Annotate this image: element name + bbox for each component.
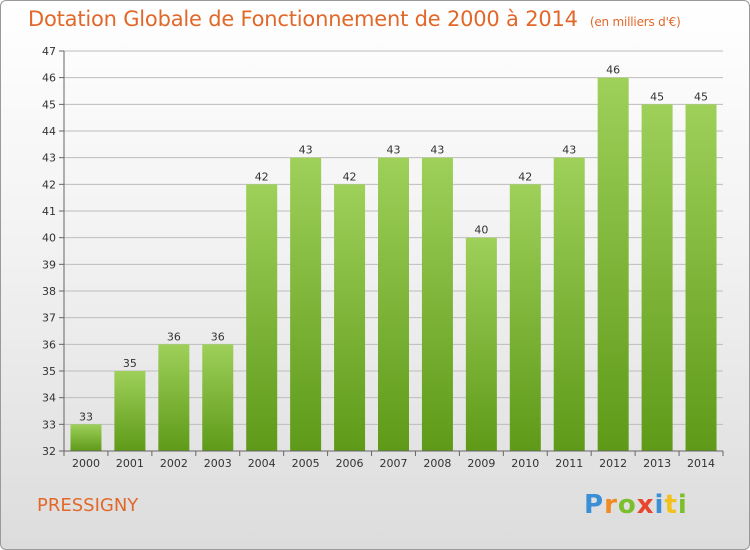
logo-letter: r bbox=[604, 490, 618, 520]
data-label: 42 bbox=[255, 170, 269, 183]
data-label: 42 bbox=[518, 170, 532, 183]
x-tick-label: 2009 bbox=[467, 457, 495, 470]
bar bbox=[114, 371, 146, 451]
bar bbox=[509, 184, 541, 452]
x-tick-label: 2005 bbox=[292, 457, 320, 470]
x-tick-label: 2014 bbox=[687, 457, 715, 470]
logo-letter: t bbox=[664, 490, 678, 520]
bar bbox=[465, 237, 497, 451]
y-tick-label: 44 bbox=[42, 125, 56, 138]
x-tick-label: 2002 bbox=[160, 457, 188, 470]
x-tick-label: 2013 bbox=[643, 457, 671, 470]
data-label: 45 bbox=[650, 90, 664, 103]
data-label: 35 bbox=[123, 357, 137, 370]
logo-letter: o bbox=[617, 490, 637, 520]
bar bbox=[553, 157, 585, 451]
x-axis: 2000 2001 2002 2003 2004 2005 2006 2007 2008 2009… bbox=[63, 450, 724, 470]
y-tick-label: 37 bbox=[42, 312, 56, 325]
data-label: 43 bbox=[430, 144, 444, 157]
bar bbox=[246, 184, 278, 452]
y-tick-label: 41 bbox=[42, 205, 56, 218]
bar bbox=[421, 157, 453, 451]
logo-letter: x bbox=[636, 490, 655, 520]
proxiti-logo[interactable]: Proxiti bbox=[584, 490, 688, 520]
data-label: 43 bbox=[562, 144, 576, 157]
x-tick-label: 2011 bbox=[555, 457, 583, 470]
x-tick-label: 2006 bbox=[336, 457, 364, 470]
data-label: 40 bbox=[474, 224, 488, 237]
y-tick-label: 45 bbox=[42, 98, 56, 111]
bar bbox=[685, 104, 717, 451]
y-tick-label: 33 bbox=[42, 418, 56, 431]
data-label: 36 bbox=[211, 330, 225, 343]
data-label: 42 bbox=[343, 170, 357, 183]
x-tick-label: 2012 bbox=[599, 457, 627, 470]
y-tick-label: 36 bbox=[42, 338, 56, 351]
bar bbox=[158, 344, 190, 451]
chart-title: Dotation Globale de Fonctionnement de 20… bbox=[28, 7, 681, 31]
x-tick-label: 2001 bbox=[116, 457, 144, 470]
bar bbox=[202, 344, 234, 451]
data-label: 46 bbox=[606, 64, 620, 77]
y-tick-label: 47 bbox=[42, 45, 56, 58]
x-tick-label: 2003 bbox=[204, 457, 232, 470]
logo-letter: i bbox=[654, 490, 665, 520]
y-tick-label: 43 bbox=[42, 152, 56, 165]
x-tick-label: 2010 bbox=[511, 457, 539, 470]
y-tick-label: 39 bbox=[42, 258, 56, 271]
chart-unit: (en milliers d'€) bbox=[589, 15, 681, 29]
data-label: 45 bbox=[694, 90, 708, 103]
y-tick-label: 40 bbox=[42, 232, 56, 245]
y-tick-label: 35 bbox=[42, 365, 56, 378]
y-tick-label: 46 bbox=[42, 72, 56, 85]
commune-name: PRESSIGNY bbox=[37, 495, 139, 516]
y-tick-label: 38 bbox=[42, 285, 56, 298]
data-label: 36 bbox=[167, 330, 181, 343]
logo-letter: i bbox=[677, 490, 688, 520]
y-tick-label: 32 bbox=[42, 445, 56, 458]
x-tick-label: 2000 bbox=[72, 457, 100, 470]
y-tick-label: 42 bbox=[42, 178, 56, 191]
logo-letter: P bbox=[584, 490, 605, 520]
data-label: 33 bbox=[79, 410, 93, 423]
y-tick-label: 34 bbox=[42, 392, 56, 405]
data-label: 43 bbox=[387, 144, 401, 157]
bar bbox=[378, 157, 409, 451]
chart-title-text: Dotation Globale de Fonctionnement de 20… bbox=[28, 7, 578, 31]
data-label: 43 bbox=[299, 144, 313, 157]
x-tick-label: 2004 bbox=[248, 457, 276, 470]
x-tick-label: 2007 bbox=[380, 457, 408, 470]
bar bbox=[597, 77, 629, 452]
x-tick-label: 2008 bbox=[423, 457, 451, 470]
bar bbox=[70, 424, 102, 451]
y-axis: 32 33 34 35 36 37 38 39 40 41 42 43 44 45 46 47 bbox=[42, 45, 65, 458]
bar bbox=[290, 157, 322, 451]
bar bbox=[641, 104, 673, 451]
bars: 33 35 36 36 42 43 42 43 43 40 42 43 46 45 45 bbox=[70, 64, 717, 452]
bar bbox=[334, 184, 366, 452]
